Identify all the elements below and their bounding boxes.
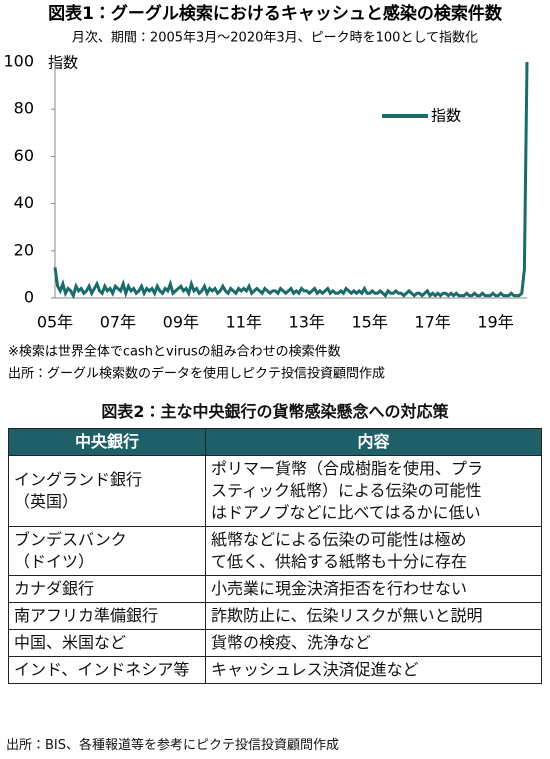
cell-line: 小売業に現金決済拒否を行わせない (211, 579, 468, 598)
table-row: 南アフリカ準備銀行 詐欺防止に、伝染リスクが無いと説明 (8, 602, 542, 630)
cell-line: キャッシュレス決済促進など (211, 660, 419, 679)
y-tick-label: 100 (3, 52, 34, 71)
table-cell: カナダ銀行 (8, 575, 206, 603)
y-tick-label: 0 (24, 288, 34, 307)
x-tick-label: 17年 (414, 313, 450, 332)
cell-line: 貨幣の検疫、洗浄など (211, 633, 372, 652)
x-tick-label: 15年 (351, 313, 387, 332)
cell-line: て低く、供給する紙幣も十分に存在 (211, 552, 468, 571)
cell-line: ブンデスバンク (14, 530, 127, 549)
x-tick-label: 09年 (163, 313, 199, 332)
table-cell: 詐欺防止に、伝染リスクが無いと説明 (205, 602, 542, 630)
table-row: ブンデスバンク （ドイツ） 紙幣などによる伝染の可能性は極め て低く、供給する紙幣も十… (8, 526, 542, 576)
table-header: 中央銀行 内容 (8, 428, 542, 456)
table-cell: ブンデスバンク （ドイツ） (8, 526, 206, 576)
table-cell: ポリマー貨幣（合成樹脂を使用、プラ スティック紙幣）による伝染の可能性 はドアノブな… (205, 455, 542, 527)
x-tick-label: 05年 (37, 313, 73, 332)
cell-line: インド、インドネシア等 (14, 660, 190, 679)
cell-line: スティック紙幣）による伝染の可能性 (211, 481, 482, 500)
cell-line: はドアノブなどに比べてはるかに低い (211, 503, 481, 522)
y-tick-label: 80 (14, 99, 34, 118)
legend-label: 指数 (431, 107, 461, 125)
source: 出所：BIS、各種報道等を参考にピクテ投信投資顧問作成 (6, 738, 340, 753)
note: 出所：グーグル検索数のデータを使用しピクテ投信投資顧問作成 (8, 366, 385, 382)
header-cell: 中央銀行 (8, 428, 206, 456)
y-tick-label: 40 (14, 193, 34, 212)
chart-subtitle: 月次、期間：2005年3月～2020年3月、ピーク時を100として指数化 (72, 31, 478, 46)
table-body: イングランド銀行 （英国） ポリマー貨幣（合成樹脂を使用、プラ スティック紙幣）による… (8, 455, 542, 684)
chart: 図表1：グーグル検索におけるキャッシュと感染の検索件数 月次、期間：2005年3… (3, 3, 529, 382)
cell-line: （ドイツ） (14, 552, 95, 571)
cell-line: 紙幣などによる伝染の可能性は極め (211, 530, 467, 549)
line (53, 61, 529, 300)
table-cell: 南アフリカ準備銀行 (8, 602, 206, 630)
cell-line: ポリマー貨幣（合成樹脂を使用、プラ (211, 459, 484, 478)
chart-title: 図表1：グーグル検索におけるキャッシュと感染の検索件数 (48, 3, 503, 24)
table-cell: キャッシュレス決済促進など (205, 656, 542, 684)
cell-line: イングランド銀行 (14, 470, 143, 489)
cell-line: 詐欺防止に、伝染リスクが無いと説明 (211, 606, 483, 625)
table-row: インド、インドネシア等 キャッシュレス決済促進など (8, 656, 542, 684)
table-cell: 紙幣などによる伝染の可能性は極め て低く、供給する紙幣も十分に存在 (205, 526, 542, 576)
table-cell: イングランド銀行 （英国） (8, 455, 206, 527)
y-tick-label: 20 (14, 240, 34, 259)
table-cell: 中国、米国など (8, 629, 206, 657)
x-tick-label: 07年 (100, 313, 136, 332)
table-cell: 貨幣の検疫、洗浄など (205, 629, 542, 657)
cell-line: （英国） (14, 492, 79, 511)
table-cell: 小売業に現金決済拒否を行わせない (205, 575, 542, 603)
y-tick-label: 60 (14, 146, 34, 165)
table-row: カナダ銀行 小売業に現金決済拒否を行わせない (8, 575, 542, 603)
note: ※検索は世界全体でcashとvirusの組み合わせの検索件数 (8, 345, 341, 360)
table-title: 図表2：主な中央銀行の貨幣感染懸念への対応策 (101, 402, 449, 421)
x-tick-label: 19年 (477, 313, 513, 332)
table: 中央銀行 内容イングランド銀行 （英国） ポリマー貨幣（合成樹脂を使用、プラ スティック… (8, 428, 542, 684)
y-axis-label: 指数 (48, 54, 78, 72)
x-tick-label: 13年 (289, 313, 325, 332)
cell-line: 中国、米国など (14, 633, 127, 652)
table-row: イングランド銀行 （英国） ポリマー貨幣（合成樹脂を使用、プラ スティック紙幣）による… (8, 455, 542, 527)
header-cell: 内容 (205, 428, 542, 456)
table-row: 中国、米国など 貨幣の検疫、洗浄など (8, 629, 542, 657)
cell-line: カナダ銀行 (14, 579, 95, 598)
cell-line: 南アフリカ準備銀行 (14, 606, 159, 625)
table-cell: インド、インドネシア等 (8, 656, 206, 684)
x-tick-label: 11年 (226, 313, 262, 332)
